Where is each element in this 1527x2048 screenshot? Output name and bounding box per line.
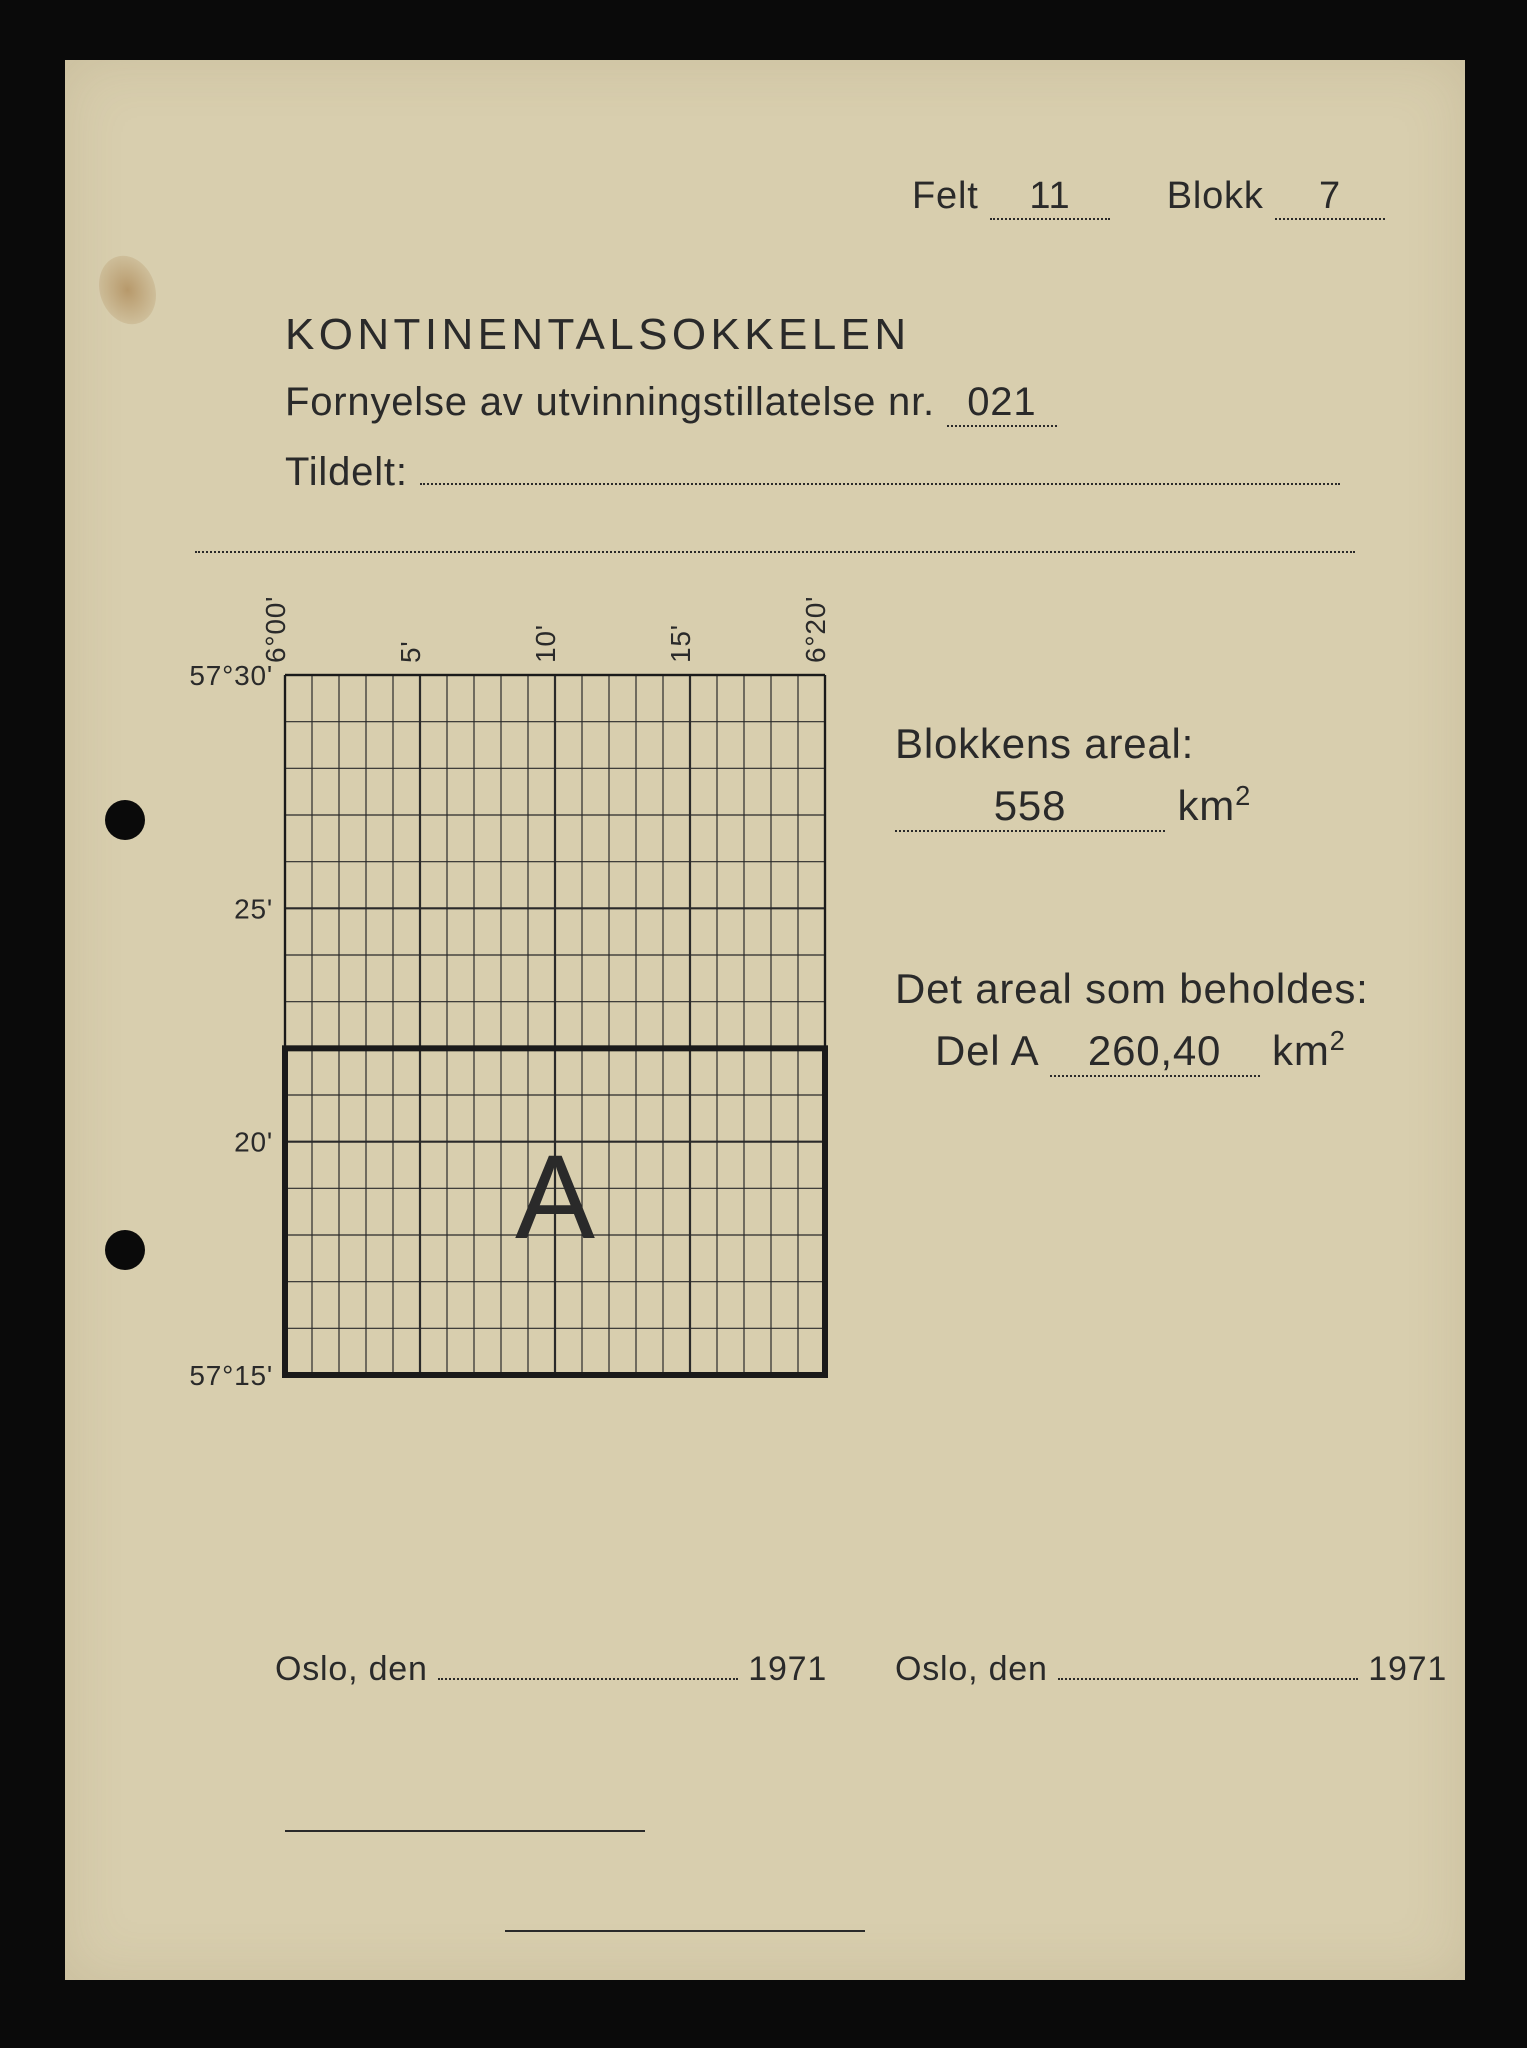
areal-unit: km2 <box>1177 782 1251 829</box>
page-background: Felt 11 Blokk 7 KONTINENTALSOKKELEN Forn… <box>0 0 1527 2048</box>
retained-value: 260,40 <box>1050 1027 1260 1077</box>
retained-value-row: Del A 260,40 km2 <box>935 1025 1346 1077</box>
continuation-value <box>195 551 1355 553</box>
footer-left-date <box>438 1678 738 1680</box>
paper-sheet: Felt 11 Blokk 7 KONTINENTALSOKKELEN Forn… <box>65 60 1465 1980</box>
signature-line-center <box>505 1930 865 1932</box>
punch-hole-icon <box>105 800 145 840</box>
areal-value: 558 <box>895 782 1165 832</box>
svg-text:6°00': 6°00' <box>260 596 291 663</box>
blokk-value: 7 <box>1275 175 1385 220</box>
footer-left: Oslo, den 1971 <box>275 1650 827 1689</box>
felt-value: 11 <box>990 175 1110 220</box>
retained-sub-label: Del A <box>935 1027 1037 1074</box>
svg-text:10': 10' <box>530 624 561 663</box>
svg-text:6°20': 6°20' <box>800 596 831 663</box>
footer-right: Oslo, den 1971 <box>895 1650 1447 1689</box>
license-line: Fornyelse av utvinningstillatelse nr. 02… <box>285 380 1057 427</box>
footer-right-year: 1971 <box>1368 1650 1447 1688</box>
svg-text:57°15': 57°15' <box>189 1360 273 1391</box>
footer-left-year: 1971 <box>748 1650 827 1688</box>
allocated-label: Tildelt: <box>285 450 408 494</box>
retained-unit: km2 <box>1272 1027 1346 1074</box>
blokk-label: Blokk <box>1167 175 1264 217</box>
block-grid-chart: A 6°00' 5' 10' 15' 6°20' 57°30' 25' 20' 57°15' <box>155 565 855 1415</box>
svg-text:5': 5' <box>395 640 426 663</box>
continuation-line <box>195 540 1355 558</box>
felt-label: Felt <box>912 175 979 217</box>
license-label: Fornyelse av utvinningstillatelse nr. <box>285 380 935 424</box>
retained-label: Det areal som beholdes: <box>895 965 1369 1013</box>
footer-right-date <box>1058 1678 1358 1680</box>
svg-text:A: A <box>515 1130 595 1264</box>
areal-value-row: 558 km2 <box>895 780 1251 832</box>
paper-stain <box>90 248 166 333</box>
svg-text:15': 15' <box>665 624 696 663</box>
page-title: KONTINENTALSOKKELEN <box>285 310 911 360</box>
footer-left-label: Oslo, den <box>275 1650 428 1688</box>
license-value: 021 <box>947 380 1057 427</box>
areal-label: Blokkens areal: <box>895 720 1194 768</box>
svg-text:20': 20' <box>234 1127 273 1158</box>
header-row: Felt 11 Blokk 7 <box>912 175 1385 220</box>
allocated-value <box>420 483 1340 485</box>
punch-hole-icon <box>105 1230 145 1270</box>
footer-right-label: Oslo, den <box>895 1650 1048 1688</box>
svg-text:57°30': 57°30' <box>189 660 273 691</box>
svg-text:25': 25' <box>234 893 273 924</box>
signature-line-left <box>285 1830 645 1832</box>
allocated-line: Tildelt: <box>285 450 1340 495</box>
